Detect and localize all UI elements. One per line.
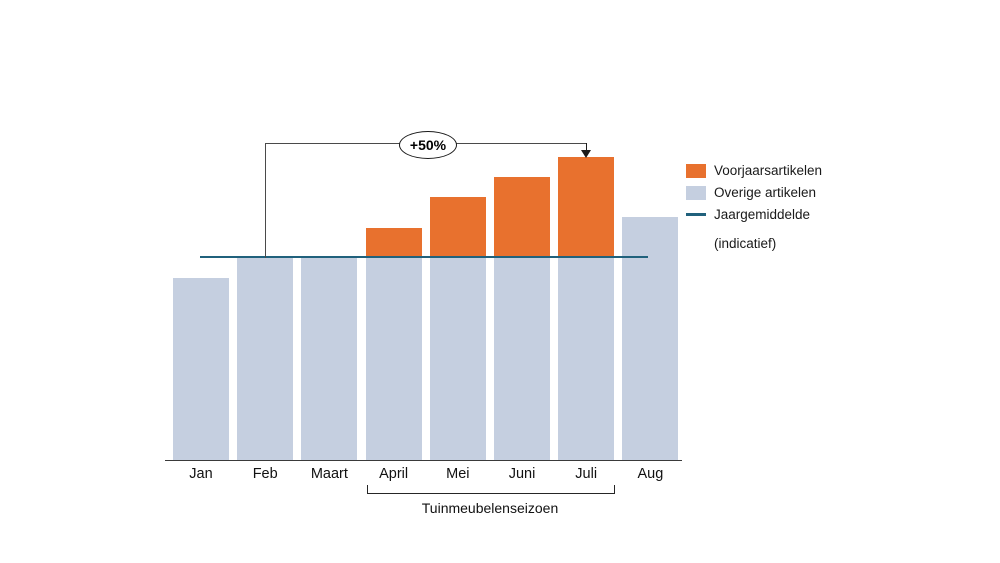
bar-segment-voorjaar [429, 197, 486, 258]
bar-april [365, 227, 422, 461]
x-axis-label-mei: Mei [446, 466, 470, 482]
season-bracket-label: Tuinmeubelenseizoen [421, 500, 559, 516]
season-bracket [366, 484, 615, 494]
legend: Voorjaarsartikelen Overige artikelen Jaa… [686, 163, 822, 251]
annotation-arrow-stem [585, 142, 588, 152]
x-axis-label-feb: Feb [252, 466, 278, 482]
bar-juli [558, 156, 615, 461]
legend-swatch-teal-line [686, 213, 706, 216]
bar-mei [429, 197, 486, 461]
bar-segment-overige [494, 258, 550, 461]
bar-aug [622, 217, 679, 461]
bar-segment-overige [365, 258, 422, 461]
legend-note: (indicatief) [714, 236, 777, 251]
annotation-badge: +50% [399, 131, 457, 159]
bar-segment-overige [173, 278, 229, 461]
bar-segment-voorjaar [558, 156, 615, 258]
legend-item-overige-artikelen: Overige artikelen [686, 185, 822, 200]
x-axis-label-maart: Maart [310, 466, 348, 482]
legend-label-jaargemiddelde: Jaargemiddelde [714, 207, 811, 222]
annotation-connector-line [265, 142, 588, 258]
legend-swatch-orange-square [686, 163, 706, 178]
bar-maart [301, 258, 358, 461]
bar-segment-overige [301, 258, 358, 461]
bar-segment-overige [558, 258, 615, 461]
bar-juni [494, 176, 550, 461]
x-axis-label-juni: Juni [508, 466, 536, 482]
legend-swatch-blue-square [686, 185, 706, 200]
bar-segment-voorjaar [494, 176, 550, 258]
x-axis-label-jan: Jan [189, 466, 213, 482]
bar-feb [237, 258, 294, 461]
bar-segment-overige [429, 258, 486, 461]
x-axis-line [165, 460, 682, 462]
annotation-arrow-down-icon [581, 150, 592, 158]
bar-segment-overige [237, 258, 294, 461]
average-line [200, 256, 648, 259]
legend-item-jaargemiddelde: Jaargemiddelde [686, 207, 822, 222]
legend-label-overige-artikelen: Overige artikelen [714, 185, 817, 200]
bar-segment-voorjaar [365, 227, 422, 258]
annotation-text: +50% [409, 137, 447, 153]
legend-label-voorjaarsartikelen: Voorjaarsartikelen [714, 163, 823, 178]
bar-jan [173, 278, 229, 461]
x-axis-label-april: April [379, 466, 409, 482]
legend-item-voorjaarsartikelen: Voorjaarsartikelen [686, 163, 822, 178]
bar-segment-overige [622, 217, 679, 461]
x-axis-label-juli: Juli [575, 466, 598, 482]
x-axis-label-aug: Aug [637, 466, 664, 482]
